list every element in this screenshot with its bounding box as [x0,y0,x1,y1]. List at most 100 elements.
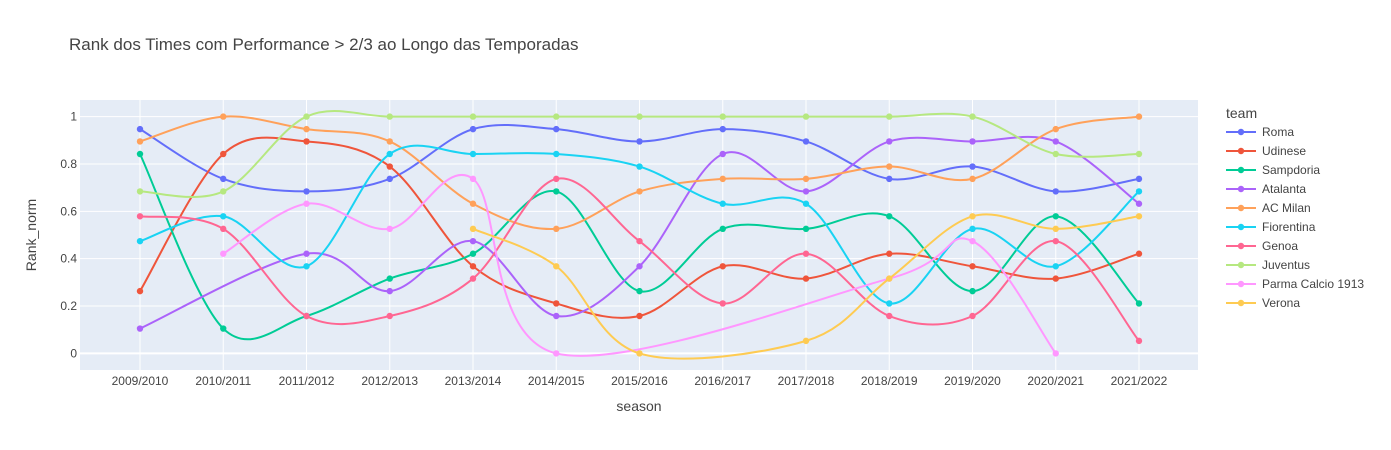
data-point [136,213,144,220]
data-point [886,312,893,320]
data-point [469,275,477,282]
data-point [1052,225,1059,233]
data-point [303,200,310,207]
legend-item[interactable]: Verona [1226,296,1300,310]
legend-swatch-marker [1237,185,1245,193]
data-point [386,150,393,158]
data-point [969,225,976,233]
data-point [969,287,976,295]
series-ac-milan [136,113,1143,233]
data-point [553,312,560,320]
legend-swatch-marker [1237,223,1245,231]
legend-label: Genoa [1262,239,1298,253]
legend-item[interactable]: Juventus [1226,258,1310,272]
series-layer [136,110,1143,360]
series-udinese [136,136,1143,320]
data-point [636,163,643,170]
x-tick-label: 2009/2010 [112,374,169,388]
series-sampdoria [136,150,1143,341]
legend-item[interactable]: Udinese [1226,144,1306,158]
data-point [886,163,893,170]
data-point [802,113,810,120]
legend-item[interactable]: AC Milan [1226,201,1311,215]
data-point [1135,300,1143,307]
data-point [802,337,810,345]
y-axis-title: Rank_norm [23,199,39,271]
legend-item[interactable]: Genoa [1226,239,1298,253]
legend-swatch-marker [1237,147,1245,155]
y-tick-labels: 0 0.2 0.4 0.6 0.8 1 [60,110,77,361]
data-point [1135,250,1143,257]
data-point [386,287,393,295]
data-point [719,225,726,233]
x-axis-title: season [616,398,661,414]
data-point [719,175,726,183]
y-tick-label: 0.8 [60,157,77,171]
data-point [553,175,560,183]
x-tick-label: 2020/2021 [1027,374,1084,388]
data-point [386,312,393,320]
y-tick-label: 1 [70,110,77,124]
legend-item[interactable]: Sampdoria [1226,163,1320,177]
data-point [553,263,560,270]
data-point [1052,263,1059,270]
x-tick-label: 2018/2019 [861,374,918,388]
data-point [220,213,227,220]
y-tick-label: 0.6 [60,204,77,218]
x-tick-label: 2021/2022 [1111,374,1168,388]
data-point [1135,200,1143,207]
data-point [220,113,227,120]
data-point [969,312,976,320]
data-point [636,350,643,357]
legend-label: Atalanta [1262,182,1306,196]
data-point [469,200,477,207]
data-point [469,237,477,245]
y-tick-label: 0.2 [60,299,77,313]
data-point [553,350,560,357]
data-point [553,225,560,233]
legend-item[interactable]: Roma [1226,125,1294,139]
data-point [136,188,144,195]
data-point [303,125,310,133]
data-point [969,138,976,145]
data-point [802,188,810,195]
data-point [469,125,477,133]
data-point [1052,150,1059,158]
data-point [469,225,477,233]
legend-swatch-marker [1237,166,1245,174]
data-point [719,263,726,270]
legend-swatch-marker [1237,204,1245,212]
data-point [886,113,893,120]
data-point [886,250,893,257]
legend-swatch-marker [1237,299,1245,307]
data-point [719,113,726,120]
legend-item[interactable]: Fiorentina [1226,220,1316,234]
data-point [1052,275,1059,282]
legend-title: team [1226,105,1257,121]
data-point [1135,113,1143,120]
legend-item[interactable]: Parma Calcio 1913 [1226,277,1364,291]
x-gridlines [139,100,1140,370]
data-point [719,125,726,133]
data-point [1052,138,1059,145]
data-point [886,213,893,220]
x-tick-label: 2019/2020 [944,374,1001,388]
data-point [886,175,893,183]
data-point [719,200,726,207]
data-point [303,312,310,320]
series-fiorentina [136,144,1143,307]
data-point [136,237,144,245]
data-point [969,237,976,245]
data-point [136,150,144,158]
data-point [886,300,893,307]
data-point [802,175,810,183]
data-point [969,163,976,170]
x-tick-label: 2017/2018 [778,374,835,388]
data-point [136,125,144,133]
series-genoa [136,175,1143,345]
legend-item[interactable]: Atalanta [1226,182,1306,196]
data-point [969,263,976,270]
data-point [802,275,810,282]
legend-label: AC Milan [1262,201,1311,215]
